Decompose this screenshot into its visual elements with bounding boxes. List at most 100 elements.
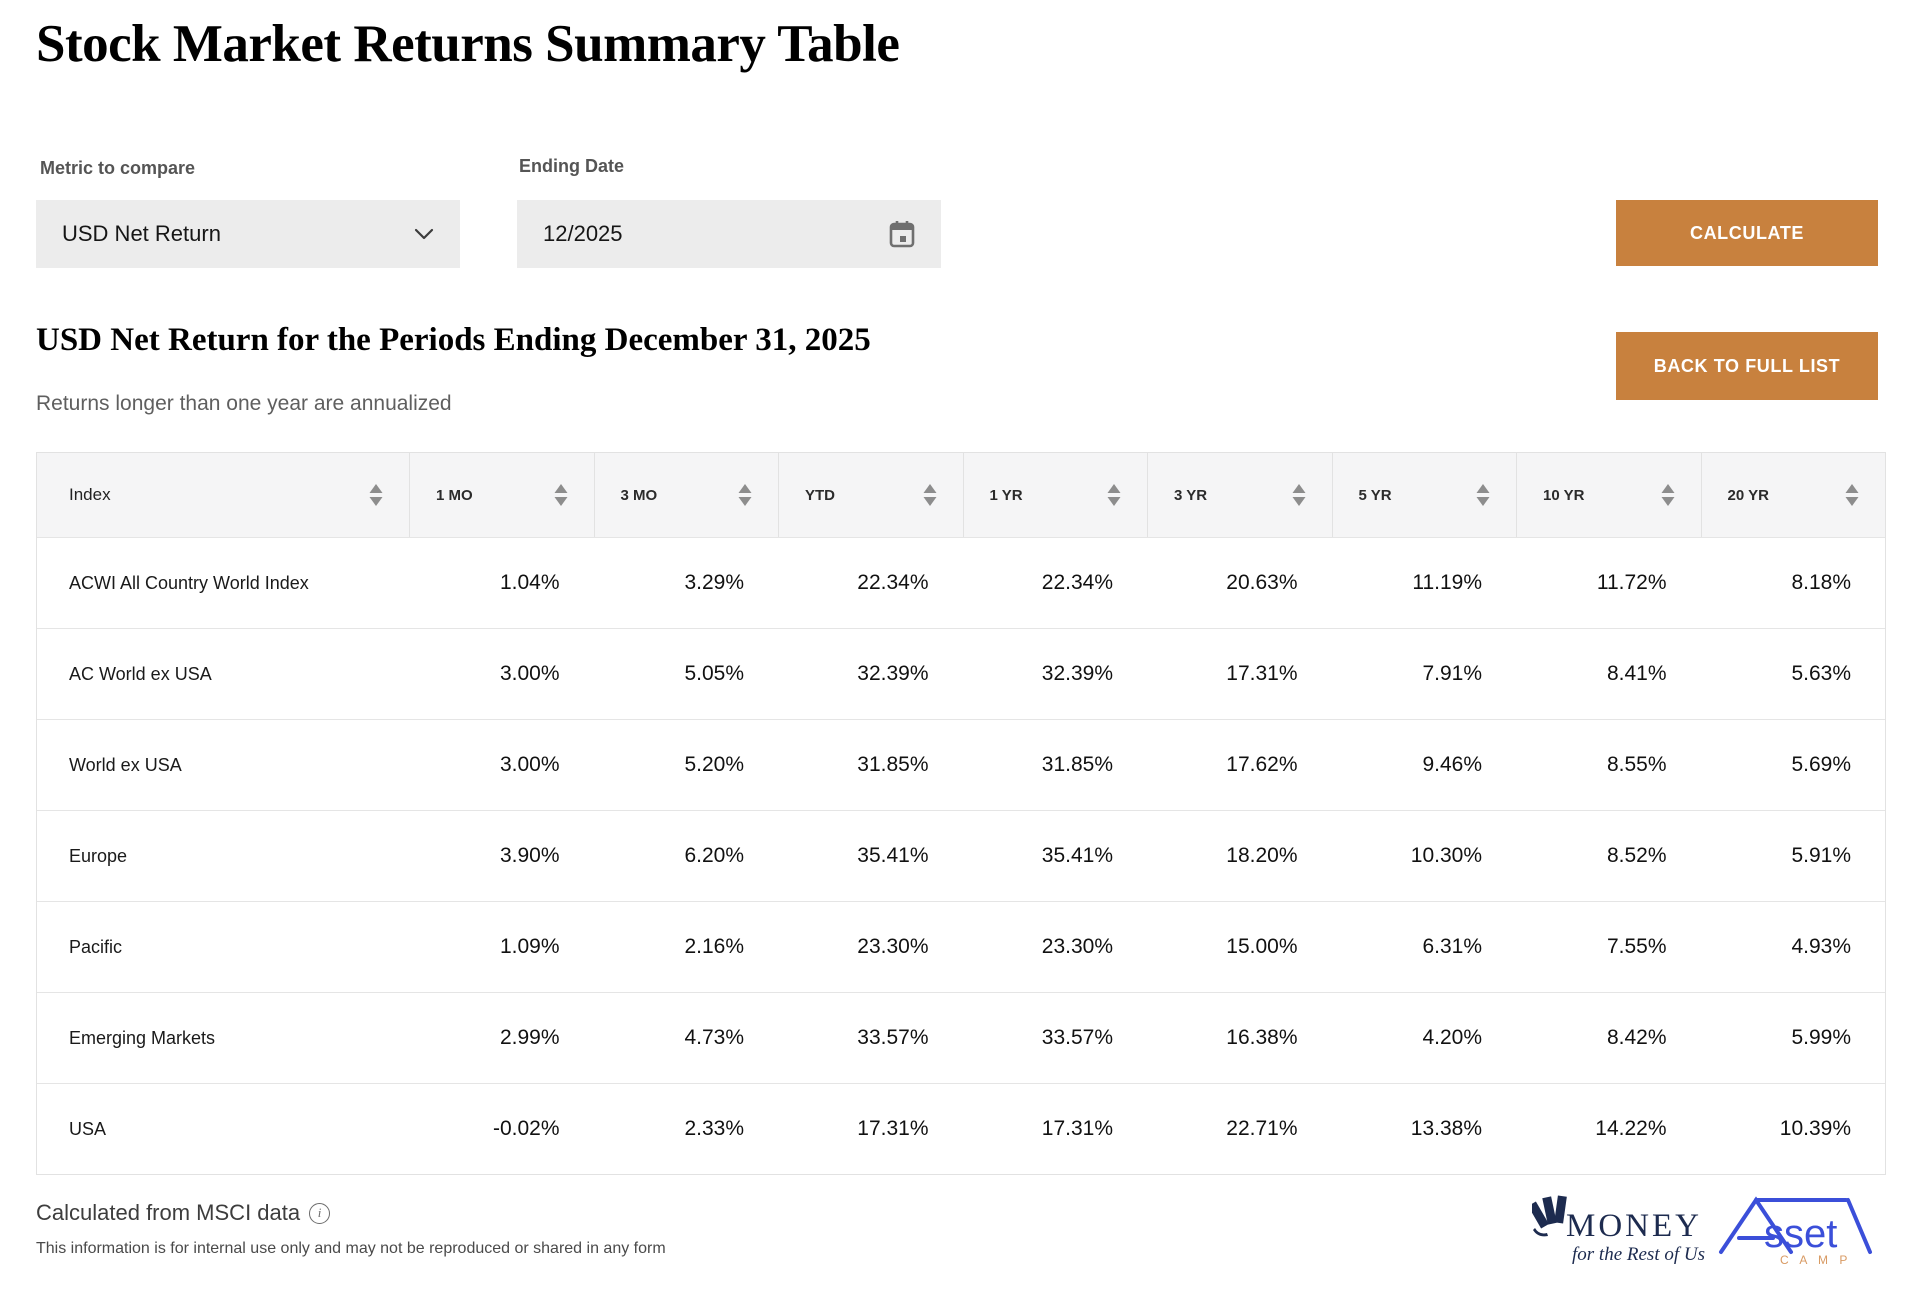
info-icon[interactable]: i (309, 1202, 331, 1224)
return-value: 23.30% (1041, 935, 1113, 958)
sort-arrows-icon (1107, 484, 1121, 506)
index-name: Pacific (69, 936, 123, 957)
column-header-ytd[interactable]: YTD (778, 453, 963, 537)
return-value: 4.73% (684, 1026, 744, 1049)
index-name: World ex USA (69, 754, 182, 775)
return-value: -0.02% (492, 1117, 560, 1140)
index-name: ACWI All Country World Index (69, 572, 309, 593)
metric-label: Metric to compare (40, 158, 196, 178)
column-header-20-yr[interactable]: 20 YR (1700, 453, 1886, 537)
column-header-3-yr[interactable]: 3 YR (1147, 453, 1332, 537)
table-body: ACWI All Country World Index 1.04% 3.29% 22… (37, 537, 1885, 1174)
return-value: 31.85% (857, 753, 929, 776)
sort-arrows-icon (1292, 484, 1305, 506)
column-header-3-mo[interactable]: 3 MO (593, 453, 779, 537)
return-value: 7.55% (1606, 935, 1667, 958)
return-value: 4.93% (1791, 935, 1851, 958)
return-value: 1.04% (499, 571, 560, 594)
return-value: 5.20% (684, 753, 744, 776)
column-header-label: Index (69, 485, 111, 504)
calendar-icon[interactable] (889, 220, 915, 248)
return-value: 17.31% (1226, 662, 1298, 685)
return-value: 1.09% (499, 935, 560, 958)
return-value: 5.91% (1791, 844, 1851, 867)
ending-date-label: Ending Date (519, 156, 625, 176)
column-header-label: YTD (805, 486, 835, 504)
return-value: 22.34% (857, 571, 929, 594)
ending-date-input[interactable]: 12/2025 (517, 200, 941, 268)
column-header-label: 20 YR (1727, 486, 1769, 504)
return-value: 3.29% (684, 571, 744, 594)
table-row: USA -0.02% 2.33% 17.31% 17.31% 22.71% 13.38% 14… (37, 1083, 1885, 1174)
return-value: 11.19% (1412, 571, 1482, 594)
column-header-1-mo[interactable]: 1 MO (409, 453, 594, 537)
return-value: 23.30% (857, 935, 929, 958)
return-value: 22.34% (1041, 571, 1113, 594)
sort-arrows-icon (923, 484, 936, 506)
annualized-note: Returns longer than one year are annuali… (36, 392, 452, 415)
sort-arrows-icon (1845, 484, 1859, 506)
column-header-label: 10 YR (1543, 486, 1585, 504)
return-value: 2.16% (684, 935, 744, 958)
sort-arrows-icon (738, 484, 752, 506)
column-header-label: 3 YR (1174, 486, 1208, 504)
return-value: 8.55% (1606, 753, 1667, 776)
back-to-full-list-button[interactable]: BACK TO FULL LIST (1616, 332, 1878, 400)
return-value: 16.38% (1226, 1026, 1298, 1049)
metric-select[interactable]: USD Net Return (36, 200, 460, 268)
column-header-5-yr[interactable]: 5 YR (1331, 453, 1517, 537)
return-value: 33.57% (857, 1026, 929, 1049)
return-value: 8.52% (1606, 844, 1667, 867)
return-value: 8.41% (1606, 662, 1667, 685)
return-value: 31.85% (1041, 753, 1113, 776)
column-header-label: 1 MO (436, 486, 473, 504)
return-value: 18.20% (1226, 844, 1298, 867)
return-value: 8.18% (1791, 571, 1851, 594)
column-header-10-yr[interactable]: 10 YR (1516, 453, 1701, 537)
money-fan-icon (1532, 1195, 1567, 1237)
index-name: AC World ex USA (69, 663, 212, 684)
return-value: 32.39% (1041, 662, 1113, 685)
money-logo-wordmark: MONEY (1566, 1208, 1702, 1244)
return-value: 8.42% (1606, 1026, 1667, 1049)
return-value: 3.00% (499, 662, 560, 685)
assetcamp-camp-text: C A M P (1780, 1253, 1851, 1267)
index-name: Europe (69, 845, 128, 866)
column-header-label: 3 MO (620, 486, 658, 504)
return-value: 7.91% (1422, 662, 1482, 685)
return-value: 33.57% (1041, 1026, 1113, 1049)
return-value: 5.99% (1791, 1026, 1851, 1049)
calculate-button[interactable]: CALCULATE (1616, 200, 1878, 266)
return-value: 6.20% (684, 844, 744, 867)
return-value: 3.90% (499, 844, 560, 867)
column-header-index[interactable]: Index (37, 453, 409, 537)
chevron-down-icon (414, 228, 434, 240)
return-value: 20.63% (1226, 571, 1298, 594)
return-value: 14.22% (1595, 1117, 1667, 1140)
return-value: 9.46% (1422, 753, 1482, 776)
data-source-line: Calculated from MSCI data i (36, 1200, 331, 1226)
column-header-1-yr[interactable]: 1 YR (962, 453, 1148, 537)
disclaimer-text: This information is for internal use onl… (36, 1240, 666, 1257)
return-value: 35.41% (857, 844, 929, 867)
data-source-text: Calculated from MSCI data (36, 1200, 301, 1225)
index-name: USA (69, 1118, 107, 1139)
sort-arrows-icon (369, 484, 383, 506)
column-header-label: 5 YR (1358, 486, 1392, 504)
return-value: 2.99% (499, 1026, 560, 1049)
table-row: Europe 3.90% 6.20% 35.41% 35.41% 18.20% 10.30%… (37, 810, 1885, 901)
table-header-row: Index 1 MO 3 MO YTD 1 YR 3 YR 5 YR 10 YR 20 YR (37, 453, 1885, 537)
return-value: 2.33% (684, 1117, 744, 1140)
money-for-the-rest-of-us-logo: MONEY for the Rest of Us (1532, 1195, 1705, 1265)
return-value: 17.62% (1226, 753, 1298, 776)
return-value: 15.00% (1226, 935, 1298, 958)
return-value: 5.05% (684, 662, 744, 685)
return-value: 10.30% (1410, 844, 1482, 867)
table-row: Pacific 1.09% 2.16% 23.30% 23.30% 15.00% 6.31%… (37, 901, 1885, 992)
return-value: 35.41% (1041, 844, 1113, 867)
sort-arrows-icon (554, 484, 567, 506)
sort-arrows-icon (1476, 484, 1490, 506)
return-value: 17.31% (1041, 1117, 1113, 1140)
money-logo-tagline: for the Rest of Us (1572, 1244, 1705, 1265)
